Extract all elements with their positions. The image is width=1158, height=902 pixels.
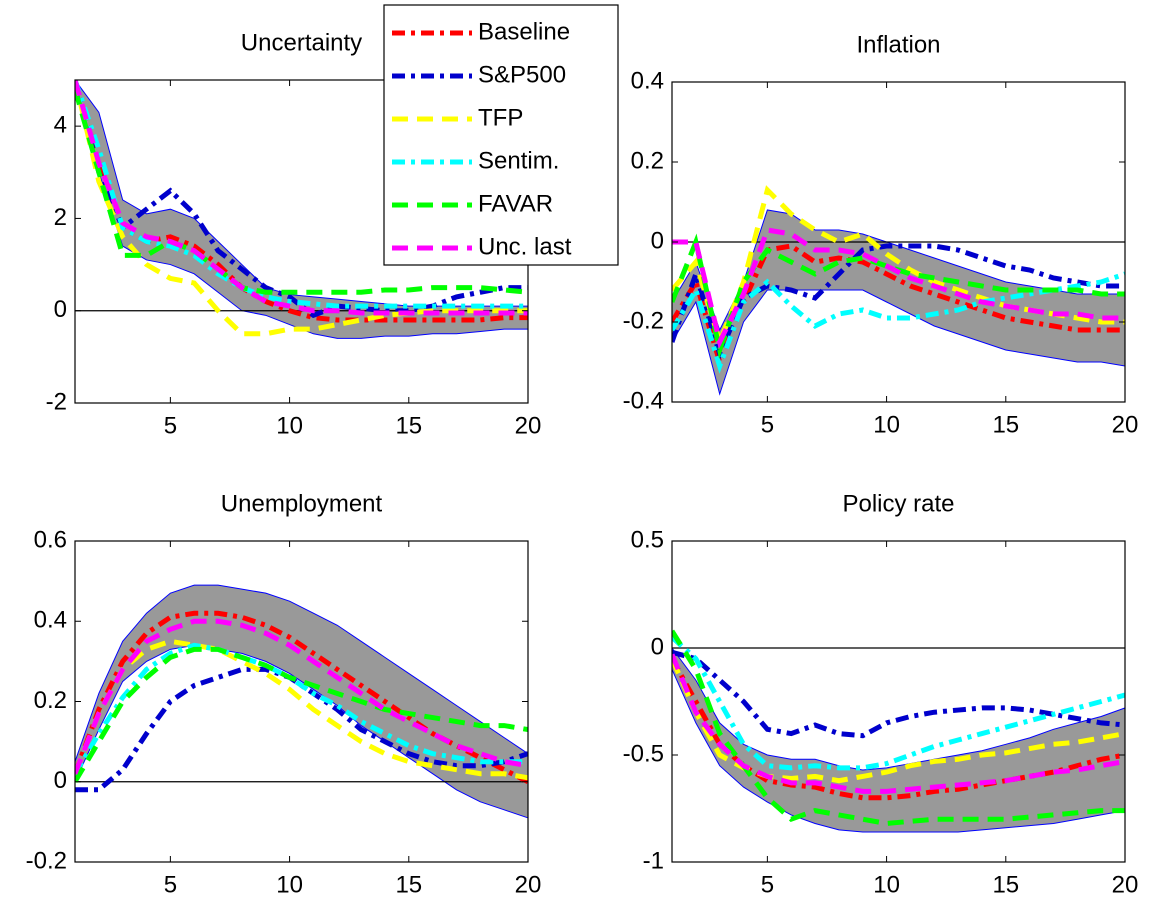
y-tick-label: 0.5 [631,526,664,553]
plot-area [75,80,528,339]
x-tick-label: 20 [515,412,542,439]
y-tick-label: 0 [54,296,67,323]
y-tick-label: 0.4 [631,67,664,94]
y-tick-label: -2 [46,388,67,415]
series-line [75,80,528,309]
x-tick-label: 5 [761,411,774,438]
x-tick-label: 15 [992,411,1019,438]
x-tick-label: 10 [873,411,900,438]
series-line [672,653,1125,794]
series-line [75,80,528,319]
series-line [672,185,1125,350]
panel-title: Inflation [856,31,940,58]
y-tick-label: 0.6 [34,526,67,553]
x-tick-label: 5 [164,871,177,898]
y-tick-label: 0 [54,767,67,794]
y-tick-label: 2 [54,204,67,231]
panel: Unemployment -0.2 0 0.2 0.4 0.6 5 10 15 20 [26,490,542,898]
x-tick-label: 15 [395,412,422,439]
x-tick-label: 15 [395,871,422,898]
y-tick-label: 0 [651,633,664,660]
series-line [672,649,1125,739]
confidence-band [75,584,528,819]
legend-label: Sentim. [478,147,559,174]
panel: Inflation -0.4 -0.2 0 0.2 0.4 5 10 15 20 [623,31,1139,438]
axes-frame [671,540,1126,863]
plot-area [672,629,1125,833]
y-tick-label: 4 [54,111,67,138]
panel-title: Unemployment [221,490,383,517]
panel: Uncertainty -2 0 2 4 5 10 15 20 [46,29,542,439]
legend-label: FAVAR [478,190,553,217]
series-line [75,618,528,775]
x-tick-label: 5 [164,412,177,439]
x-tick-label: 5 [761,871,774,898]
x-tick-label: 10 [276,871,303,898]
y-tick-label: -1 [643,847,664,874]
series-line [75,646,528,784]
legend-label: S&P500 [478,61,566,88]
series-line [672,243,1125,362]
series-line [672,635,1125,771]
series-line [672,629,1125,827]
x-tick-label: 20 [515,871,542,898]
series-line [75,610,528,784]
y-tick-label: 0.2 [631,147,664,174]
y-tick-label: -0.2 [26,847,67,874]
series-line [672,227,1125,350]
legend: Baseline S&P500 TFP Sentim. FAVAR Unc. last [383,4,619,266]
x-tick-label: 10 [873,871,900,898]
axes-frame [74,540,529,863]
y-tick-label: -0.4 [623,387,664,414]
y-tick-label: -0.2 [623,307,664,334]
panel: Policy rate -1 -0.5 0 0.5 5 10 15 20 [623,490,1139,898]
series-line [75,638,528,781]
legend-label: TFP [478,104,523,131]
panel-title: Policy rate [842,490,954,517]
legend-label: Baseline [478,18,570,45]
x-tick-label: 10 [276,412,303,439]
series-line [75,80,528,316]
plot-area [672,185,1125,396]
x-tick-label: 20 [1112,871,1139,898]
y-tick-label: 0 [651,227,664,254]
y-tick-label: 0.2 [34,687,67,714]
series-line [75,88,528,295]
plot-area [75,584,528,819]
confidence-band [672,209,1125,396]
x-tick-label: 15 [992,871,1019,898]
series-line [75,642,528,776]
panel-title: Uncertainty [241,29,362,56]
legend-box [383,4,619,266]
y-tick-label: 0.4 [34,607,67,634]
series-line [672,657,1125,801]
y-tick-label: -0.5 [623,740,664,767]
legend-label: Unc. last [478,233,572,260]
x-tick-label: 20 [1112,411,1139,438]
